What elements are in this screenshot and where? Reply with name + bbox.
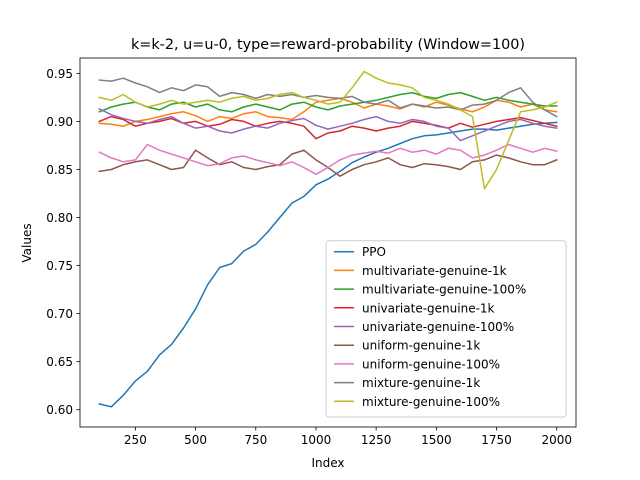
y-axis-title: Values [20,223,34,262]
legend-label-6: uniform-genuine-100% [362,357,500,371]
x-tick-label: 1750 [481,433,512,447]
series-line-6 [98,143,558,176]
x-tick-label: 500 [184,433,207,447]
plot-area: 250 500 750 1000 1250 1500 1750 2000 0.60 0.65 0.7… [46,57,577,447]
axes-frame [79,57,577,428]
y-tick-label: 0.85 [46,163,73,177]
legend-label-3: univariate-genuine-1k [362,301,495,315]
legend-label-7: mixture-genuine-1k [362,376,480,390]
y-tick-label: 0.80 [46,211,73,225]
y-tick-label: 0.65 [46,355,73,369]
legend-label-8: mixture-genuine-100% [362,395,500,409]
x-tick-label: 1500 [421,433,452,447]
x-tick-label: 1000 [301,433,332,447]
chart-title: k=k-2, u=u-0, type=reward-probability (W… [131,37,525,53]
series-line-0 [98,121,558,408]
legend-label-2: multivariate-genuine-100% [362,283,526,297]
y-tick-label: 0.70 [46,307,73,321]
series-line-8 [98,70,558,190]
y-tick-label: 0.90 [46,115,73,129]
x-tick-label: 750 [244,433,267,447]
legend-label-4: univariate-genuine-100% [362,320,514,334]
y-tick-label: 0.95 [46,67,73,81]
legend-label-1: multivariate-genuine-1k [362,264,507,278]
series-line-1 [98,97,558,127]
series-line-2 [98,91,558,113]
y-tick-label: 0.75 [46,259,73,273]
series-line-7 [98,77,558,118]
x-tick-label: 2000 [541,433,572,447]
x-tick-label: 1250 [361,433,392,447]
y-tick-label: 0.60 [46,403,73,417]
legend-label-0: PPO [362,245,386,259]
legend-label-5: uniform-genuine-1k [362,339,480,353]
x-axis-title: Index [311,456,344,470]
series-line-3 [98,115,558,140]
legend-box [325,240,567,418]
x-tick-label: 250 [124,433,147,447]
series-line-4 [98,107,558,142]
